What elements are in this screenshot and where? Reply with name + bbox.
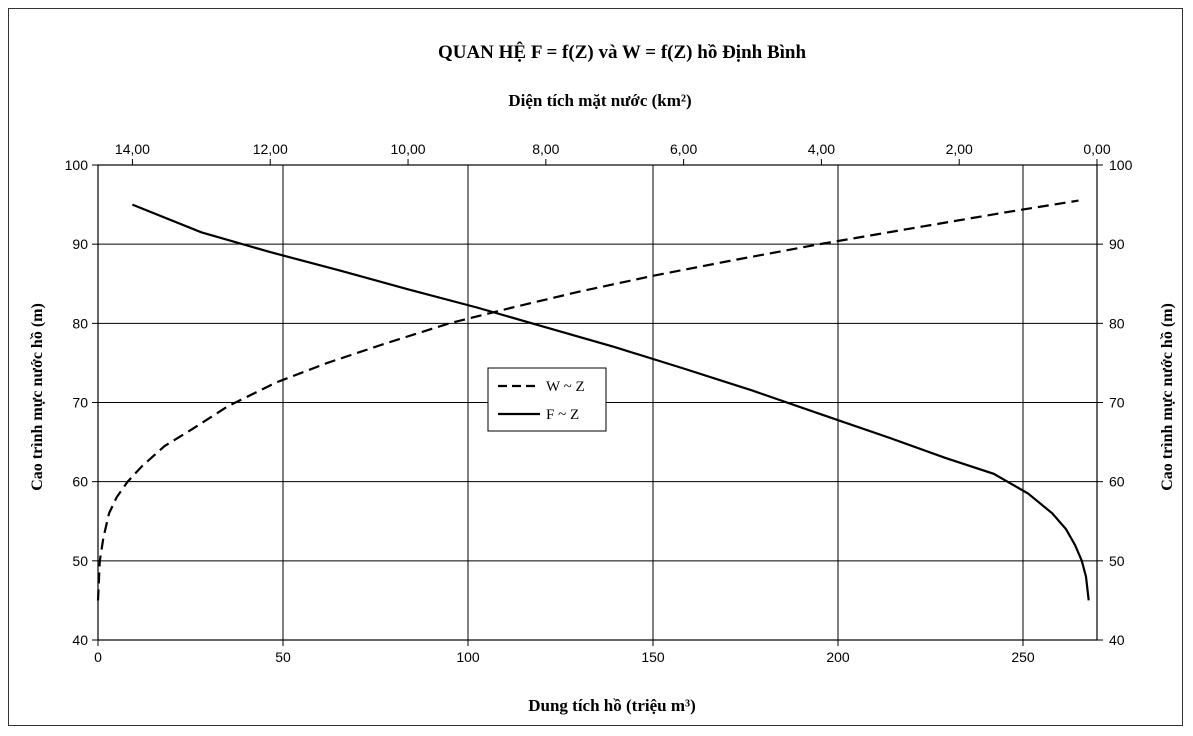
left-y-tick-label: 40 — [72, 632, 88, 648]
top-x-tick-label: 14,00 — [115, 141, 150, 157]
bottom-x-tick-label: 150 — [641, 649, 665, 665]
top-x-tick-label: 0,00 — [1083, 141, 1110, 157]
plot-area: 40 40 50 50 60 60 70 70 80 80 90 90 100 100 0 50 100 150 2… — [65, 141, 1133, 665]
bottom-x-axis-label: Dung tích hồ (triệu m³) — [528, 696, 696, 715]
top-x-tick-label: 12,00 — [253, 141, 288, 157]
top-x-tick-label: 6,00 — [670, 141, 697, 157]
right-y-tick-label: 50 — [1109, 553, 1125, 569]
bottom-x-tick-label: 100 — [456, 649, 480, 665]
top-x-tick-label: 4,00 — [808, 141, 835, 157]
w-z-series-line — [96, 199, 1079, 601]
bottom-x-tick-label: 200 — [826, 649, 850, 665]
legend-box — [487, 367, 607, 432]
right-y-tick-label: 60 — [1109, 474, 1125, 490]
f-z-series-line — [131, 203, 1090, 601]
top-x-tick-label: 8,00 — [532, 141, 559, 157]
right-y-axis-label: Cao trình mực nước hồ (m) — [1159, 303, 1176, 491]
bottom-x-tick-label: 250 — [1011, 649, 1035, 665]
top-x-tick-label: 10,00 — [391, 141, 426, 157]
top-x-axis-label: Diện tích mặt nước (km²) — [508, 91, 691, 110]
plot-border — [97, 164, 1098, 641]
right-y-tick-label: 100 — [1109, 157, 1133, 173]
right-y-tick-label: 90 — [1109, 236, 1125, 252]
left-y-tick-label: 60 — [72, 474, 88, 490]
top-x-tick-label: 2,00 — [946, 141, 973, 157]
bottom-x-tick-label: 0 — [94, 649, 102, 665]
left-y-tick-label: 100 — [65, 157, 89, 173]
legend-label: W ~ Z — [546, 379, 585, 395]
left-y-tick-label: 50 — [72, 553, 88, 569]
left-y-tick-label: 80 — [72, 315, 88, 331]
left-y-tick-label: 90 — [72, 236, 88, 252]
bottom-x-tick-label: 50 — [275, 649, 291, 665]
left-y-axis-label: Cao trình mực nước hồ (m) — [29, 303, 46, 491]
chart-title: QUAN HỆ F = f(Z) và W = f(Z) hồ Định Bìn… — [438, 41, 807, 63]
right-y-tick-label: 40 — [1109, 632, 1125, 648]
left-y-tick-label: 70 — [72, 395, 88, 411]
right-y-tick-label: 80 — [1109, 315, 1125, 331]
chart-frame — [8, 8, 1183, 726]
right-y-tick-label: 70 — [1109, 395, 1125, 411]
legend-label: F ~ Z — [546, 407, 579, 423]
